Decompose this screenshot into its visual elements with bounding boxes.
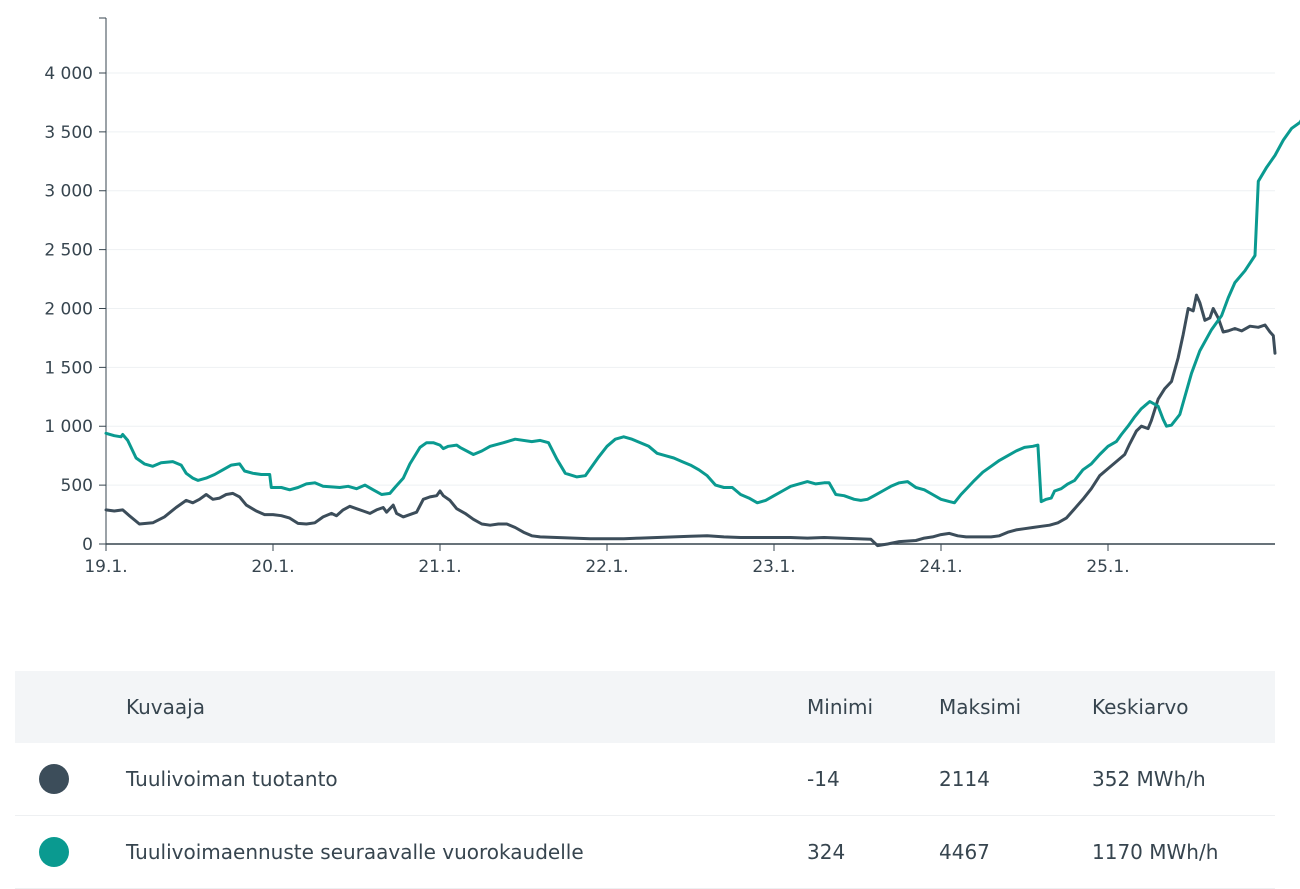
y-tick-label: 500 [61,476,93,496]
series-avg-forecast: 1170 MWh/h [1092,840,1219,864]
series-summary-table: Kuvaaja Minimi Maksimi Keskiarvo Tuulivo… [15,671,1275,889]
series-name-production: Tuulivoiman tuotanto [126,767,338,791]
series-line-forecast [104,119,1300,505]
x-axis-ticks: 19.1. 20.1. 21.1. 22.1. 23.1. 24.1. 25.1. [84,544,1130,577]
series-avg-production: 352 MWh/h [1092,767,1206,791]
header-min: Minimi [807,695,874,719]
table-row-production[interactable]: Tuulivoiman tuotanto -14 2114 352 MWh/h [15,743,1275,816]
y-tick-label: 4 000 [44,64,93,84]
y-tick-label: 3 500 [44,123,93,143]
chart-gridlines [106,72,1275,486]
series-line-production [104,293,1277,548]
x-tick-label: 21.1. [418,557,461,577]
header-max: Maksimi [939,695,1022,719]
series-color-dot-cell [15,837,126,867]
y-tick-label: 1 000 [44,417,93,437]
header-avg: Keskiarvo [1092,695,1189,719]
table-row-forecast[interactable]: Tuulivoimaennuste seuraavalle vuorokaude… [15,816,1275,889]
x-tick-label: 24.1. [919,557,962,577]
y-tick-label: 2 000 [44,299,93,319]
series-color-dot-cell [15,764,126,794]
y-tick-label: 2 500 [44,241,93,261]
series-min-production: -14 [807,767,840,791]
series-max-production: 2114 [939,767,990,791]
y-tick-label: 3 000 [44,182,93,202]
series-color-dot-forecast[interactable] [39,837,69,867]
series-min-forecast: 324 [807,840,846,864]
y-tick-label: 1 500 [44,358,93,378]
x-tick-label: 25.1. [1086,557,1129,577]
x-tick-label: 20.1. [251,557,294,577]
x-tick-label: 22.1. [585,557,628,577]
chart-axes [99,17,1275,545]
x-tick-label: 23.1. [752,557,795,577]
y-tick-label: 0 [82,535,93,555]
series-max-forecast: 4467 [939,840,990,864]
series-name-forecast: Tuulivoimaennuste seuraavalle vuorokaude… [126,840,584,864]
series-color-dot-production[interactable] [39,764,69,794]
y-axis-ticks: 0 500 1 000 1 500 2 000 2 500 3 000 3 500 4 000 [44,64,106,555]
chart-series [104,119,1300,548]
header-name: Kuvaaja [126,695,205,719]
x-tick-label: 19.1. [84,557,127,577]
table-header-row: Kuvaaja Minimi Maksimi Keskiarvo [15,671,1275,743]
